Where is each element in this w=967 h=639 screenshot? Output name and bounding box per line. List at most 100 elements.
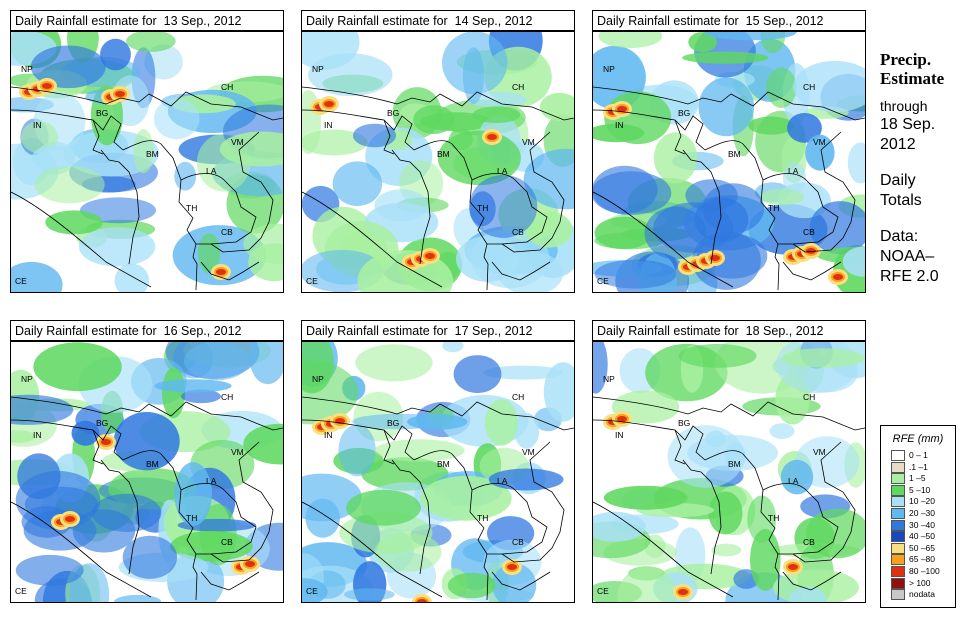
country-label: TH — [768, 513, 779, 523]
country-border — [593, 396, 865, 431]
country-label: TH — [186, 513, 197, 523]
rain-hotspot — [245, 561, 255, 567]
rain-cell — [653, 202, 734, 253]
country-label: CB — [803, 227, 815, 237]
rain-cell — [847, 142, 865, 184]
map-canvas: NP CH BG IN BM VM LA TH CB CE — [11, 32, 283, 292]
country-label: CB — [221, 537, 233, 547]
country-label: CE — [306, 276, 318, 286]
rain-hotspot — [806, 248, 816, 254]
country-label: BG — [387, 418, 399, 428]
legend-label: 40 –50 — [909, 531, 935, 542]
country-border — [782, 261, 842, 281]
rain-cell — [447, 572, 496, 599]
rain-cell — [483, 365, 563, 380]
legend-label: nodata — [909, 589, 935, 600]
country-border — [302, 109, 415, 151]
country-border — [413, 140, 489, 291]
rain-cell — [11, 261, 63, 292]
country-border — [11, 419, 124, 461]
country-border — [92, 119, 104, 155]
rain-cell — [361, 457, 449, 491]
country-border — [302, 191, 443, 288]
rain-cell — [653, 132, 698, 184]
legend-label: 65 –80 — [909, 554, 935, 565]
country-label: CB — [512, 537, 524, 547]
sidebar-daily-1: Daily — [880, 172, 916, 189]
panel-title: Daily Rainfall estimate for 18 Sep., 201… — [592, 320, 866, 341]
rain-cell — [687, 434, 779, 471]
rain-cell — [133, 129, 154, 174]
country-label: TH — [477, 203, 488, 213]
rain-cell — [114, 263, 149, 292]
rain-hotspot — [324, 101, 334, 107]
rain-cell — [523, 148, 574, 210]
rain-cell — [593, 165, 658, 214]
country-label: CH — [221, 82, 233, 92]
rain-cell — [805, 134, 835, 171]
country-label: LA — [206, 166, 217, 176]
rain-cell — [472, 106, 521, 123]
legend-swatch — [891, 450, 905, 461]
country-border — [11, 501, 152, 598]
rain-cell — [469, 174, 538, 238]
panel-title: Daily Rainfall estimate for 17 Sep., 201… — [301, 320, 575, 341]
map-canvas: NP CH BG IN BM VM LA TH CB CE — [11, 342, 283, 602]
country-label: CE — [15, 276, 27, 286]
rain-cell — [708, 491, 743, 535]
country-border — [122, 450, 198, 601]
country-border — [302, 396, 574, 431]
country-label: BM — [728, 149, 741, 159]
panel-16-sep: Daily Rainfall estimate for 16 Sep., 201… — [10, 320, 286, 624]
country-border — [391, 149, 431, 265]
country-label: BG — [96, 418, 108, 428]
country-border — [210, 441, 274, 563]
rain-hotspot — [417, 599, 427, 602]
rain-cell — [787, 113, 822, 143]
country-label: CE — [15, 586, 27, 596]
country-border — [704, 450, 780, 601]
rain-cell — [442, 342, 464, 353]
legend-swatch — [891, 531, 905, 543]
country-label: CH — [512, 392, 524, 402]
country-border — [682, 459, 722, 575]
country-border — [383, 119, 395, 155]
rain-cell — [33, 342, 122, 392]
rain-cell — [126, 32, 176, 52]
country-border — [122, 140, 198, 291]
rain-cell — [594, 216, 653, 250]
country-label: CH — [221, 392, 233, 402]
legend-swatch — [891, 461, 905, 473]
panel-title: Daily Rainfall estimate for 14 Sep., 201… — [301, 10, 575, 31]
country-border — [491, 571, 551, 591]
rain-cell — [21, 121, 58, 154]
rain-hotspot — [678, 589, 688, 595]
panel-18-sep: Daily Rainfall estimate for 18 Sep., 201… — [592, 320, 868, 624]
rain-cell — [747, 495, 777, 543]
country-border — [501, 441, 565, 563]
country-label: NP — [603, 374, 615, 384]
rain-hotspot — [617, 106, 627, 112]
rain-cell — [748, 116, 794, 135]
country-border — [413, 450, 489, 601]
legend-swatch — [891, 508, 905, 519]
rain-cell — [153, 98, 200, 140]
rain-cell — [30, 45, 106, 89]
rain-cell — [420, 475, 512, 521]
country-label: CE — [597, 586, 609, 596]
rain-cell — [688, 32, 717, 53]
rain-hotspot — [617, 416, 627, 422]
legend-swatch — [891, 484, 905, 496]
panel-title: Daily Rainfall estimate for 16 Sep., 201… — [10, 320, 284, 341]
legend-item: 30 –40 — [891, 519, 951, 531]
legend-label: 30 –40 — [909, 519, 935, 530]
rainfall-map: NP CH BG IN BM VM LA TH CB CE — [301, 31, 575, 293]
country-label: NP — [312, 374, 324, 384]
legend-label: 1 –5 — [909, 473, 926, 484]
rain-cell — [842, 246, 865, 277]
sidebar-title-1: Precip. — [880, 50, 932, 69]
rain-cell — [154, 379, 232, 393]
rainfall-map: NP CH BG IN BM VM LA TH CB CE — [301, 341, 575, 603]
rain-cell — [793, 60, 865, 113]
map-canvas: NP CH BG IN BM VM LA TH CB CE — [593, 32, 865, 292]
